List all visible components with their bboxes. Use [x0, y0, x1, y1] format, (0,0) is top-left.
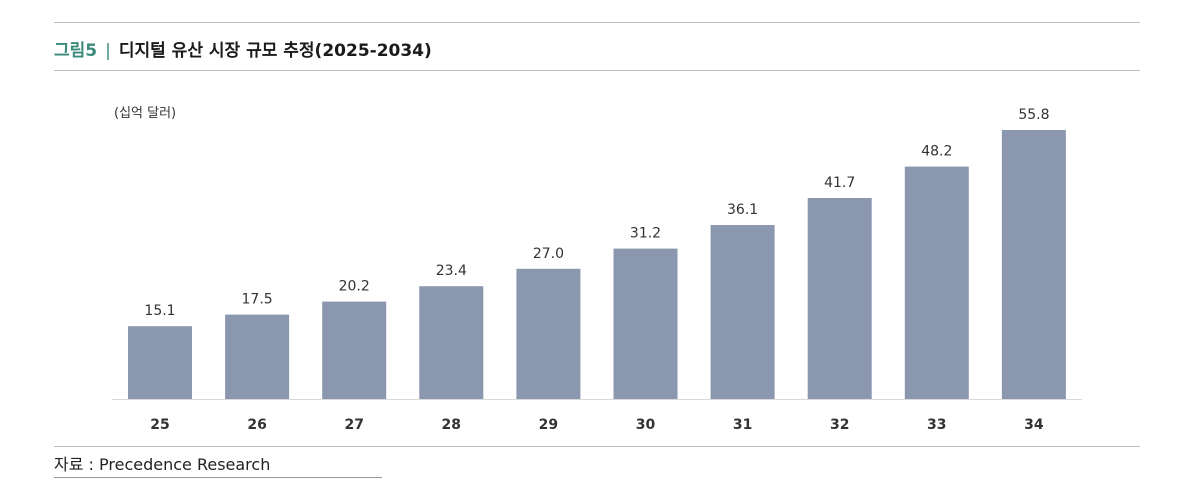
bar [322, 301, 387, 399]
bar [1001, 130, 1066, 399]
source-note: 자료 : Precedence Research [54, 455, 271, 474]
data-label: 48.2 [921, 144, 952, 160]
data-label: 27.0 [533, 246, 564, 262]
bar [613, 248, 678, 399]
data-label: 17.5 [242, 292, 273, 308]
x-tick-label: 27 [344, 417, 363, 433]
x-tick-label: 31 [733, 417, 752, 433]
title-separator: | [105, 41, 111, 61]
chart-title: 그림5 | 디지털 유산 시장 규모 추정(2025-2034) [54, 36, 432, 61]
bar [710, 225, 775, 399]
data-label: 36.1 [727, 202, 758, 218]
x-tick-label: 26 [247, 417, 266, 433]
data-label: 31.2 [630, 226, 661, 242]
bar [225, 314, 290, 399]
data-label: 20.2 [339, 279, 370, 295]
figure-label: 그림5 [54, 41, 98, 61]
bar [419, 286, 484, 399]
data-label: 23.4 [436, 263, 467, 279]
x-tick-label: 30 [636, 417, 656, 433]
data-label: 41.7 [824, 175, 855, 191]
bar [807, 198, 872, 399]
x-tick-label: 28 [442, 417, 461, 433]
x-tick-label: 32 [830, 417, 849, 433]
source-rule [54, 477, 382, 478]
title-rule [54, 70, 1140, 71]
bar [128, 326, 192, 399]
data-label: 55.8 [1018, 107, 1049, 123]
x-tick-label: 34 [1024, 417, 1044, 433]
x-tick-label: 33 [927, 417, 946, 433]
title-text: 디지털 유산 시장 규모 추정(2025-2034) [118, 41, 432, 61]
data-label: 15.1 [144, 303, 175, 319]
bottom-rule [54, 446, 1140, 447]
bar [516, 268, 581, 399]
bar [904, 166, 969, 399]
x-tick-label: 29 [539, 417, 558, 433]
top-rule [54, 22, 1140, 23]
unit-label: (십억 달러) [114, 106, 177, 121]
x-tick-label: 25 [150, 417, 169, 433]
